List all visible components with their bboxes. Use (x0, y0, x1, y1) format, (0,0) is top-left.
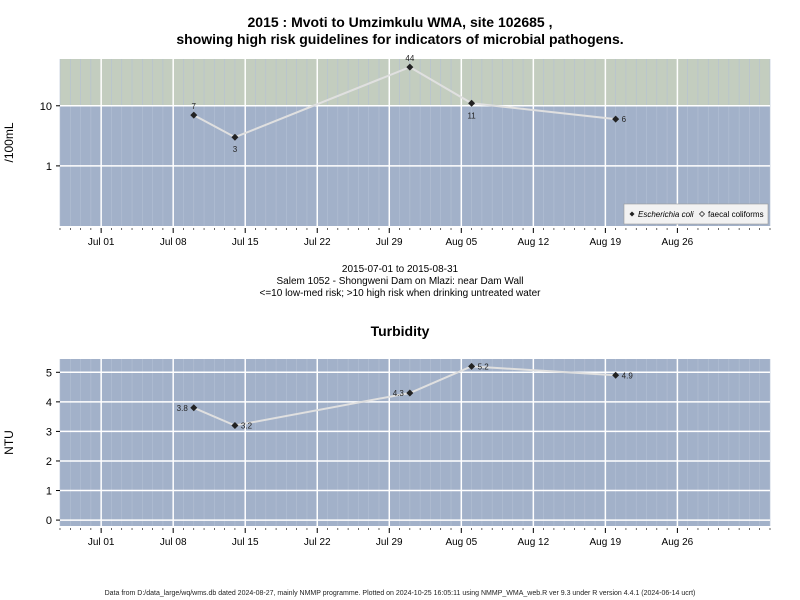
plot-background (60, 359, 770, 526)
y-tick-label: 4 (46, 397, 52, 409)
data-label: 6 (622, 115, 627, 124)
data-point (468, 99, 476, 107)
x-tick-label: Aug 26 (662, 237, 694, 248)
x-tick-label: Aug 12 (517, 237, 549, 248)
legend-label-ecoli: Escherichia coli (638, 210, 694, 219)
x-tick-label: Jul 01 (88, 537, 115, 548)
x-tick-label: Jul 29 (376, 237, 403, 248)
y-tick-label: 10 (40, 101, 52, 113)
caption-date-range: 2015-07-01 to 2015-08-31 (341, 264, 459, 275)
x-tick-label: Jul 08 (160, 537, 187, 548)
chart2-title: Turbidity (370, 323, 430, 339)
data-point (612, 371, 620, 379)
x-tick-label: Aug 19 (590, 537, 622, 548)
caption-risk-guideline: <=10 low-med risk; >10 high risk when dr… (259, 288, 541, 299)
x-tick-label: Jul 29 (376, 537, 403, 548)
legend-box (623, 203, 769, 225)
x-tick-label: Jul 01 (88, 237, 115, 248)
legend-label-faecal: faecal coliforms (708, 210, 764, 219)
x-tick-label: Aug 26 (662, 537, 694, 548)
high-risk-band (60, 59, 770, 106)
y-tick-label: 5 (46, 367, 52, 379)
y-axis-label: /100mL (2, 122, 16, 162)
data-label: 3 (233, 145, 238, 154)
legend-marker-ecoli (629, 211, 635, 217)
data-label: 5.2 (478, 362, 490, 371)
legend: Escherichia coli faecal coliforms (623, 203, 769, 225)
data-point (406, 63, 414, 71)
data-point (406, 389, 414, 397)
y-tick-label: 0 (46, 515, 52, 527)
x-tick-label: Jul 22 (304, 237, 331, 248)
x-tick-label: Aug 12 (517, 537, 549, 548)
y-tick-label: 2 (46, 456, 52, 468)
chart1-title: 2015 : Mvoti to Umzimkulu WMA, site 1026… (247, 14, 553, 30)
data-point (231, 133, 239, 141)
y-tick-label: 3 (46, 426, 52, 438)
x-tick-label: Aug 19 (590, 237, 622, 248)
microbial-chart: 1 10 Jul 01 Jul 08 Jul 15 Jul 22 Jul 29 Aug 05 A… (2, 54, 771, 248)
data-label: 4.9 (622, 371, 634, 380)
data-label: 4.3 (393, 389, 405, 398)
x-tick-label: Aug 05 (445, 537, 477, 548)
turbidity-chart: 0 1 2 3 4 5 Jul 01 Jul 08 Jul 15 Jul 22 Jul 29 Aug … (2, 359, 771, 548)
data-point (190, 111, 198, 119)
y-tick-label: 1 (46, 486, 52, 498)
y-tick-label: 1 (46, 161, 52, 173)
data-label: 3.8 (177, 404, 189, 413)
x-tick-label: Jul 15 (232, 237, 259, 248)
data-label: 44 (405, 54, 414, 63)
caption-site: Salem 1052 - Shongweni Dam on Mlazi: nea… (276, 276, 524, 287)
data-point (612, 115, 620, 123)
y-axis-label: NTU (2, 430, 16, 455)
x-tick-label: Aug 05 (445, 237, 477, 248)
x-tick-label: Jul 08 (160, 237, 187, 248)
footer-note: Data from D:/data_large/wq/wms.db dated … (104, 590, 696, 597)
x-tick-label: Jul 22 (304, 537, 331, 548)
data-label: 11 (467, 111, 476, 120)
chart1-title-line2: showing high risk guidelines for indicat… (176, 31, 624, 47)
data-label: 3.2 (241, 422, 253, 431)
data-label: 7 (192, 102, 197, 111)
legend-marker-faecal (698, 210, 706, 218)
data-point (190, 404, 198, 412)
data-point (468, 362, 476, 370)
data-point (231, 422, 239, 430)
x-tick-label: Jul 15 (232, 537, 259, 548)
